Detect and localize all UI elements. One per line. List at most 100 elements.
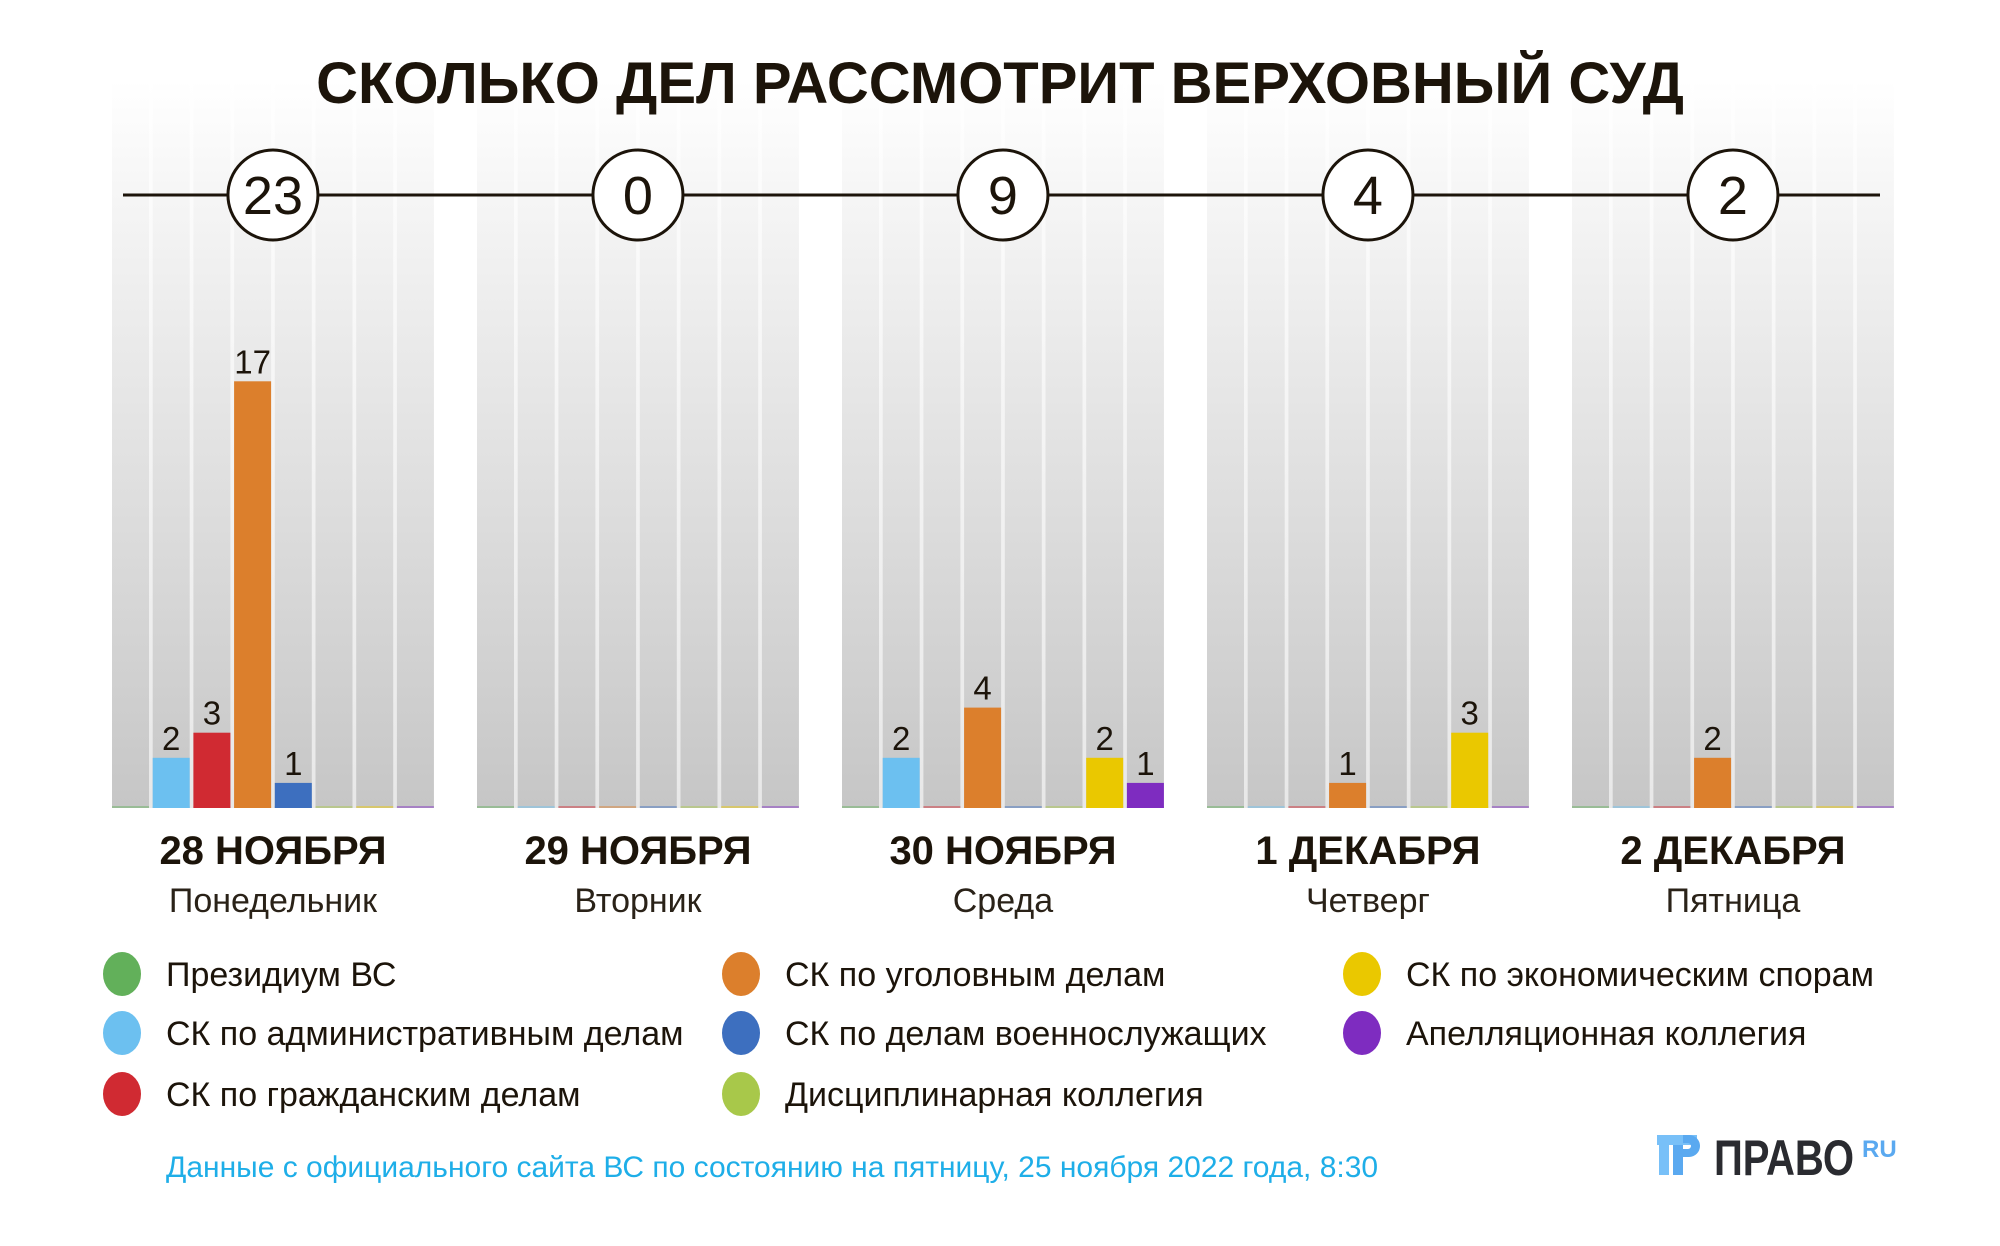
bar	[1086, 757, 1124, 808]
date-label: 28 НОЯБРЯ	[159, 829, 386, 873]
legend-item: Апелляционная коллегия	[1343, 1011, 1806, 1055]
legend-swatch	[103, 1072, 141, 1116]
column-baseline	[356, 806, 394, 808]
column-baseline	[315, 806, 353, 808]
column-track	[1288, 80, 1326, 808]
column-track	[923, 80, 961, 808]
legend-item: СК по делам военнослужащих	[722, 1011, 1267, 1055]
logo-text: ПРАВО	[1714, 1130, 1854, 1186]
day-total-value: 9	[988, 166, 1018, 226]
column-track	[356, 80, 394, 808]
column-baseline	[639, 806, 677, 808]
column-track	[1775, 80, 1813, 808]
bar	[234, 381, 272, 808]
bar	[882, 757, 920, 808]
column-track	[680, 80, 718, 808]
day-total-value: 0	[623, 166, 653, 226]
legend-swatch	[103, 952, 141, 996]
day-total-value: 4	[1353, 166, 1383, 226]
bar	[274, 782, 312, 808]
column-baseline	[1856, 806, 1894, 808]
bar-value-label: 3	[1461, 695, 1479, 732]
column-track	[1247, 80, 1285, 808]
column-baseline	[1004, 806, 1042, 808]
column-baseline	[558, 806, 596, 808]
bar	[964, 707, 1002, 808]
bar	[1451, 732, 1489, 808]
bar-value-label: 2	[1703, 720, 1721, 757]
legend-label: Апелляционная коллегия	[1406, 1015, 1806, 1053]
bar-value-label: 4	[973, 670, 991, 707]
column-track	[842, 80, 879, 808]
day-total-circle	[1321, 148, 1415, 242]
weekday-label: Четверг	[1306, 882, 1430, 920]
column-baseline	[599, 806, 637, 808]
column-track	[882, 80, 920, 808]
bar	[1126, 782, 1164, 808]
day-total-circle	[956, 148, 1050, 242]
column-baseline	[1207, 806, 1244, 808]
column-track	[1410, 80, 1448, 808]
bar-value-label: 1	[1136, 745, 1154, 782]
column-track	[761, 80, 799, 808]
column-baseline	[1247, 806, 1285, 808]
legend-swatch	[1343, 1011, 1381, 1055]
legend-item: СК по уголовным делам	[722, 952, 1165, 996]
column-baseline	[923, 806, 961, 808]
x-axis-labels: 28 НОЯБРЯ Понедельник 29 НОЯБРЯ Вторник 30 Н…	[159, 829, 1845, 920]
pravo-logo-icon	[1657, 1135, 1700, 1175]
column-track	[1086, 80, 1124, 808]
bar-value-label: 2	[162, 720, 180, 757]
column-baseline	[1572, 806, 1609, 808]
column-baseline	[721, 806, 759, 808]
column-track	[1045, 80, 1083, 808]
column-track	[1612, 80, 1650, 808]
weekday-label: Пятница	[1666, 882, 1801, 920]
column-track	[1816, 80, 1854, 808]
column-track	[477, 80, 514, 808]
column-baseline	[112, 806, 149, 808]
legend-label: Дисциплинарная коллегия	[785, 1076, 1204, 1114]
column-baseline	[1410, 806, 1448, 808]
column-baseline	[761, 806, 799, 808]
column-track	[112, 80, 149, 808]
day-total-circle	[591, 148, 685, 242]
legend-item: Президиум ВС	[103, 952, 396, 996]
legend-label: СК по гражданским делам	[166, 1076, 581, 1114]
bars	[152, 381, 1732, 808]
column-baseline	[680, 806, 718, 808]
bar-value-label: 1	[1338, 745, 1356, 782]
column-track	[1491, 80, 1529, 808]
column-track	[1856, 80, 1894, 808]
column-baseline	[842, 806, 879, 808]
legend-item: СК по гражданским делам	[103, 1072, 581, 1116]
date-label: 2 ДЕКАБРЯ	[1620, 829, 1845, 873]
date-label: 29 НОЯБРЯ	[524, 829, 751, 873]
legend-label: СК по делам военнослужащих	[785, 1015, 1267, 1053]
column-baseline	[1369, 806, 1407, 808]
bar	[1694, 757, 1732, 808]
logo-suffix: RU	[1862, 1136, 1897, 1163]
column-baseline	[1816, 806, 1854, 808]
legend-swatch	[722, 952, 760, 996]
legend-label: СК по административным делам	[166, 1015, 684, 1053]
pravo-ru-logo[interactable]: ПРАВО RU	[1657, 1130, 1897, 1186]
day-total-value: 2	[1718, 166, 1748, 226]
column-track	[1207, 80, 1244, 808]
legend-item: СК по административным делам	[103, 1011, 684, 1055]
chart-title: СКОЛЬКО ДЕЛ РАССМОТРИТ ВЕРХОВНЫЙ СУД	[316, 51, 1684, 116]
day-total-circle	[1686, 148, 1780, 242]
bar-value-label: 1	[284, 745, 302, 782]
column-track	[152, 80, 190, 808]
bar-value-label: 3	[203, 695, 221, 732]
column-baseline	[1045, 806, 1083, 808]
bar-value-label: 2	[892, 720, 910, 757]
legend-label: СК по уголовным делам	[785, 956, 1165, 994]
bar	[193, 732, 231, 808]
column-baseline	[517, 806, 555, 808]
column-track	[1653, 80, 1691, 808]
legend-swatch	[1343, 952, 1381, 996]
day-total-circle	[226, 148, 320, 242]
